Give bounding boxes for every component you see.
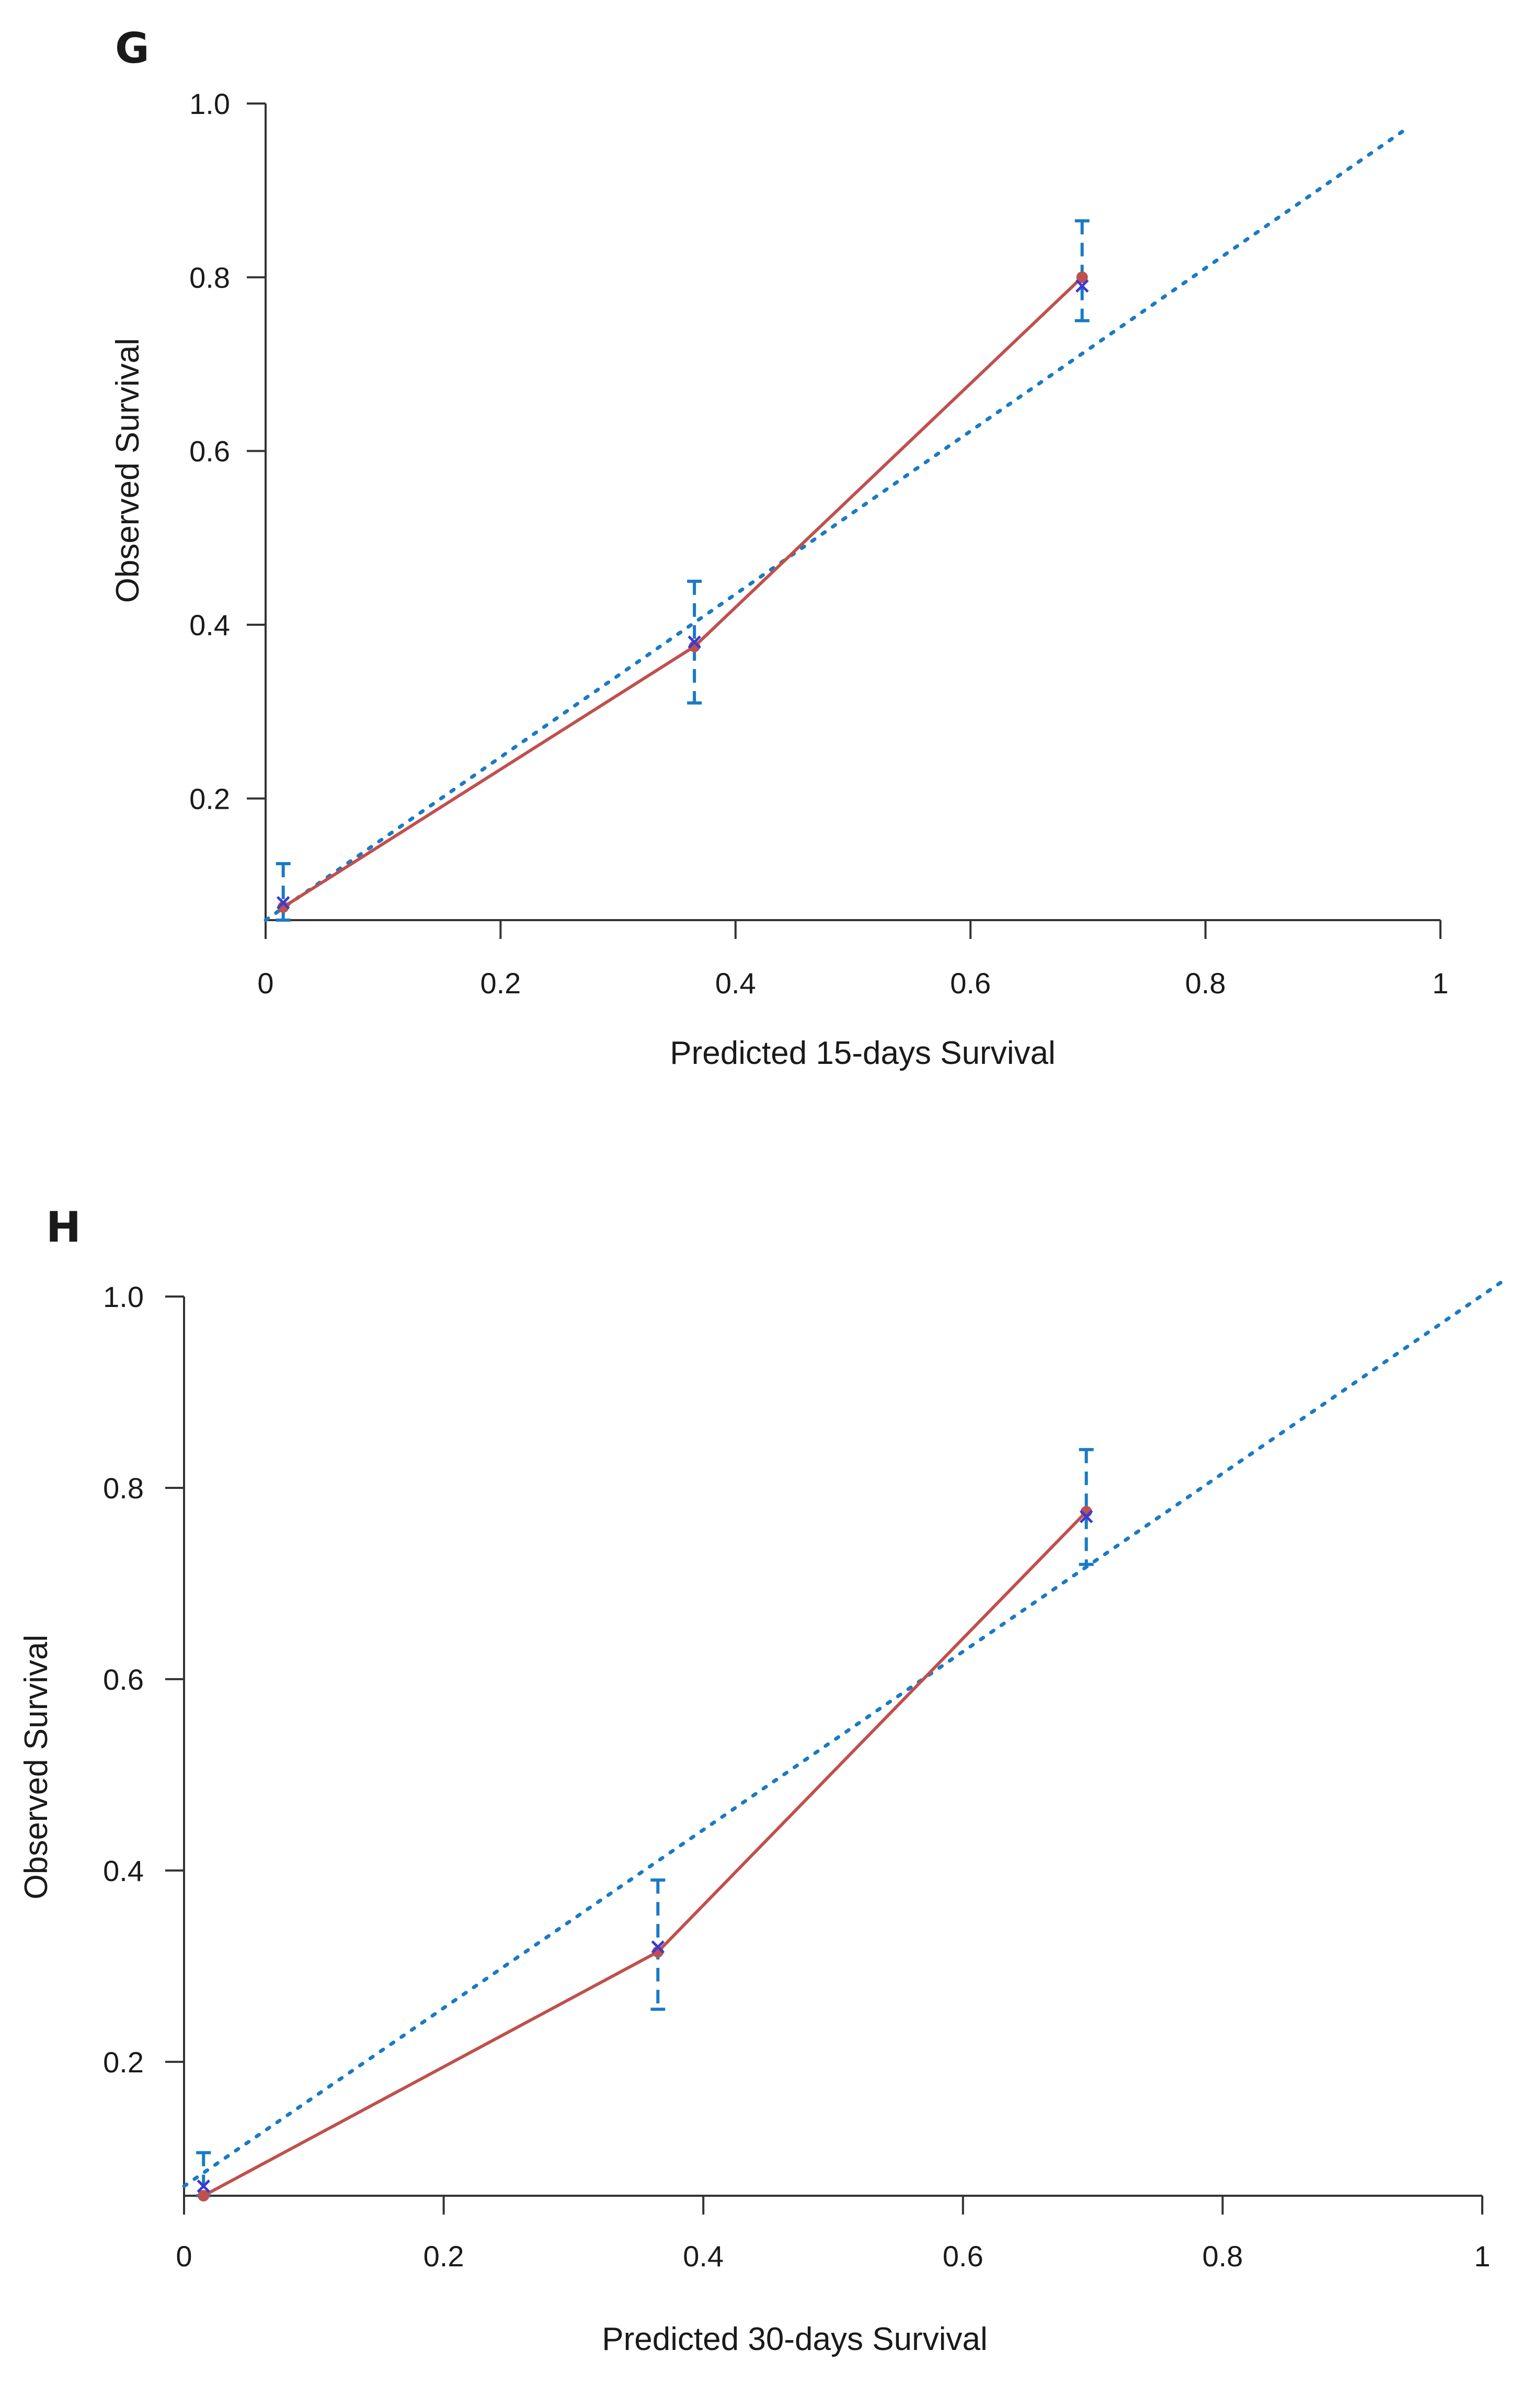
panel-h-axes	[183, 1297, 1482, 2197]
panel-h-x-tick-label: 1	[1474, 2240, 1490, 2273]
panel-g-y-tick-label: 0.6	[189, 435, 230, 468]
panel-h-km-mark	[197, 2179, 211, 2193]
panel-g-observed-point	[1076, 271, 1088, 283]
panel-g-x-axis-title: Predicted 15-days Survival	[670, 1035, 1055, 1071]
panel-g-y-axis-title: Observed Survival	[110, 338, 146, 603]
panel-h-calibration-group	[202, 1510, 1088, 2197]
panel-g-ideal-line-group	[264, 128, 1407, 922]
panel-g-calibration-line	[282, 276, 1083, 909]
panel-h-y-ticks: 0.2 0.4 0.6 0.8 1.0	[103, 1280, 184, 2079]
panel-g-x-tick-label: 0.2	[480, 967, 521, 1000]
panel-g-calibration-group	[282, 276, 1083, 909]
panel-g-km-mark	[688, 635, 701, 649]
panel-h-x-tick-label: 0.2	[424, 2240, 464, 2273]
panel-letter-g: G	[115, 24, 150, 73]
panel-h-x-tick-label: 0	[176, 2240, 192, 2273]
panel-g-x-tick-label: 0.8	[1185, 967, 1226, 1000]
panel-g-x-tick-label: 0.4	[715, 967, 756, 1000]
panel-g-ideal-line	[264, 128, 1407, 922]
panel-h-calibration-line	[202, 1510, 1088, 2197]
panel-h-y-tick-label: 0.6	[103, 1663, 144, 1696]
panel-letter-h: H	[46, 1203, 81, 1252]
panel-g-markers	[276, 271, 1089, 913]
panel-g-x-tick-label: 0.6	[950, 967, 991, 1000]
panel-h-km-mark	[651, 1940, 665, 1954]
panel-h-x-axis-title: Predicted 30-days Survival	[602, 2321, 987, 2357]
panel-g-y-ticks: 0.2 0.4 0.6 0.8 1.0	[189, 87, 266, 815]
panel-h-x-tick-label: 0.6	[943, 2240, 983, 2273]
panel-g-y-tick-label: 0.2	[189, 782, 230, 815]
panel-g: G 0 0.2 0.4 0.6 0.8 1 0.2 0.4 0.6 0.8 1.0 Predict…	[110, 24, 1449, 1071]
panel-h-ideal-line-group	[182, 1275, 1510, 2188]
panel-g-error-bars	[276, 219, 1090, 922]
panel-h-x-tick-label: 0.4	[683, 2240, 724, 2273]
panel-g-x-ticks: 0 0.2 0.4 0.6 0.8 1	[257, 920, 1449, 1000]
panel-g-y-tick-label: 1.0	[189, 87, 230, 120]
panel-g-x-tick-label: 1	[1432, 967, 1448, 1000]
panel-g-y-tick-label: 0.4	[189, 609, 230, 641]
panel-h: H 0 0.2 0.4 0.6 0.8 1 0.2 0.4 0.6 0.8 1.0 Predict…	[18, 1203, 1510, 2357]
panel-h-x-ticks: 0 0.2 0.4 0.6 0.8 1	[176, 2196, 1491, 2273]
panel-h-markers	[197, 1506, 1093, 2201]
panel-g-km-mark	[276, 896, 290, 910]
panel-h-observed-point	[198, 2190, 210, 2201]
panel-h-km-mark	[1079, 1510, 1093, 1523]
panel-h-ideal-line	[182, 1275, 1510, 2188]
panel-g-axes	[265, 104, 1440, 921]
panel-g-km-mark	[1075, 279, 1089, 293]
panel-h-y-tick-label: 0.4	[103, 1854, 144, 1887]
panel-h-y-tick-label: 0.2	[103, 2046, 144, 2079]
panel-h-y-tick-label: 1.0	[103, 1280, 144, 1313]
panel-h-y-axis-title: Observed Survival	[18, 1635, 54, 1900]
panel-g-y-tick-label: 0.8	[189, 261, 230, 294]
panel-g-x-tick-label: 0	[257, 967, 273, 1000]
panel-h-x-tick-label: 0.8	[1202, 2240, 1243, 2273]
panel-h-y-tick-label: 0.8	[103, 1472, 144, 1505]
